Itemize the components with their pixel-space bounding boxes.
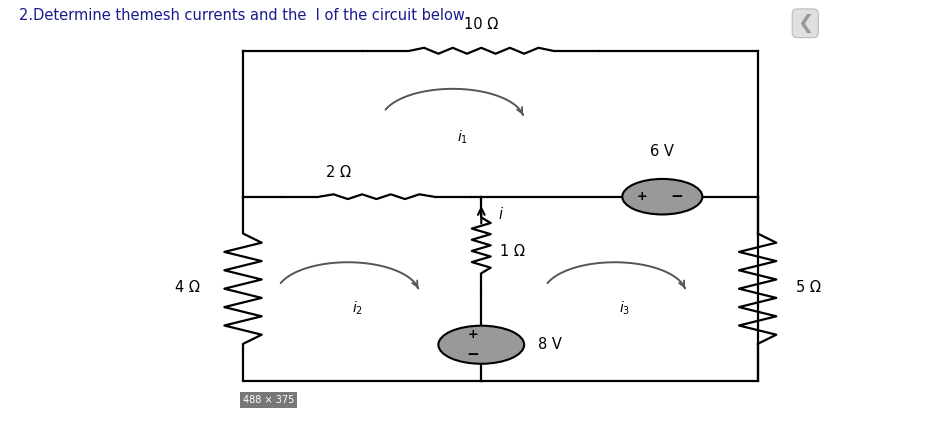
Circle shape (622, 179, 702, 214)
Text: 6 V: 6 V (649, 144, 674, 159)
Circle shape (438, 326, 524, 364)
Text: 4 Ω: 4 Ω (175, 280, 200, 295)
Text: ❮: ❮ (796, 14, 813, 33)
Text: 8 V: 8 V (538, 337, 562, 352)
Text: +: + (636, 190, 646, 203)
Text: 488 × 375: 488 × 375 (243, 395, 294, 405)
Text: +: + (466, 328, 478, 341)
Text: −: − (466, 347, 479, 362)
Text: 2.Determine themesh currents and the  I of the circuit below: 2.Determine themesh currents and the I o… (19, 8, 465, 23)
Text: 2 Ω: 2 Ω (326, 165, 350, 180)
Text: i: i (498, 207, 502, 222)
Text: $i_2$: $i_2$ (351, 300, 363, 318)
Text: 10 Ω: 10 Ω (464, 17, 498, 32)
Text: $i_3$: $i_3$ (618, 300, 629, 318)
Text: $i_1$: $i_1$ (456, 129, 467, 146)
Text: −: − (670, 189, 683, 204)
Text: 5 Ω: 5 Ω (795, 280, 820, 295)
Text: 1 Ω: 1 Ω (500, 244, 525, 259)
